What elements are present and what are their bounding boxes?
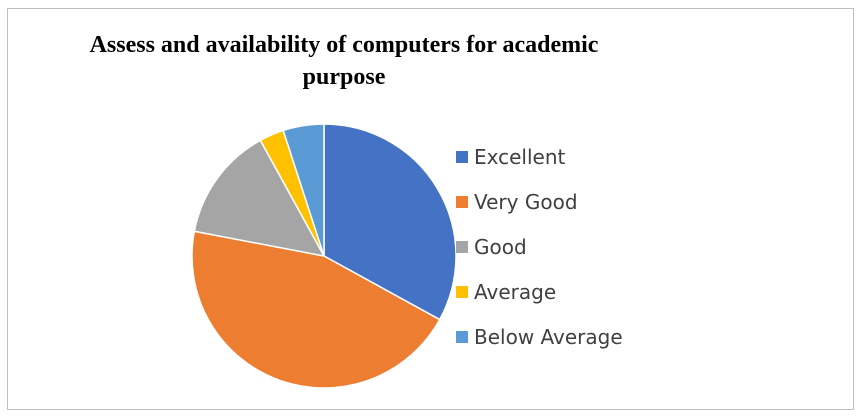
legend-label-excellent: Excellent	[474, 145, 566, 169]
legend-label-good: Good	[474, 235, 527, 259]
legend-swatch-very-good	[456, 196, 468, 208]
chart-area: Assess and availability of computers for…	[7, 8, 854, 410]
legend-label-very-good: Very Good	[474, 190, 578, 214]
pie-slice-very-good	[191, 230, 441, 389]
legend-swatch-good	[456, 241, 468, 253]
legend-swatch-excellent	[456, 151, 468, 163]
pie-slice-excellent	[323, 123, 457, 321]
legend-swatch-average	[456, 286, 468, 298]
pie-slice-good	[193, 139, 326, 258]
pie-chart	[191, 123, 457, 389]
legend-label-below-average: Below Average	[474, 325, 623, 349]
chart-title: Assess and availability of computers for…	[8, 29, 680, 93]
legend-label-average: Average	[474, 280, 557, 304]
pie-slice-below-average	[282, 123, 325, 257]
chart-title-line-2: purpose	[302, 64, 386, 90]
chart-title-line-1: Assess and availability of computers for…	[89, 32, 599, 58]
legend-swatch-below-average	[456, 331, 468, 343]
